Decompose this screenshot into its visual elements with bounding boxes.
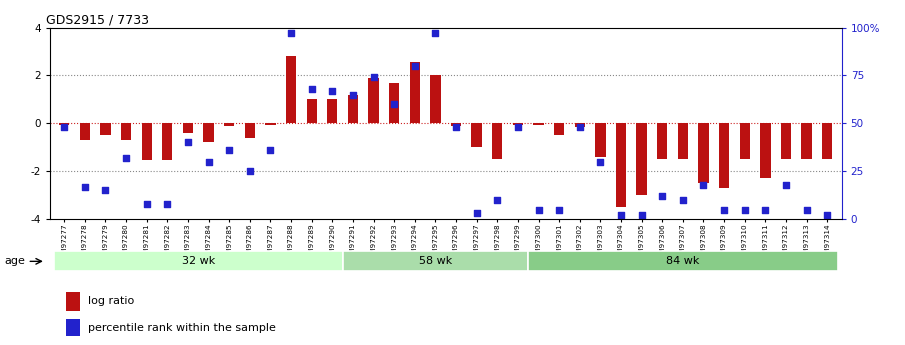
Point — [201, 159, 215, 165]
Bar — [307, 99, 317, 123]
Point — [531, 207, 546, 212]
Bar — [121, 123, 131, 140]
Bar — [204, 123, 214, 142]
Bar — [343, 251, 529, 272]
Bar — [575, 123, 585, 127]
Text: log ratio: log ratio — [88, 296, 134, 306]
Point — [449, 125, 463, 130]
Bar — [66, 319, 80, 336]
Point — [367, 75, 381, 80]
Bar — [224, 123, 234, 126]
Point — [738, 207, 752, 212]
Point — [243, 168, 257, 174]
Point — [717, 207, 731, 212]
Bar — [368, 78, 378, 123]
Bar — [802, 123, 812, 159]
Bar — [719, 123, 729, 188]
Text: 32 wk: 32 wk — [182, 256, 214, 266]
Point — [696, 182, 710, 187]
Bar — [781, 123, 791, 159]
Bar — [327, 99, 338, 123]
Point — [99, 188, 113, 193]
Bar — [472, 123, 481, 147]
Point — [655, 193, 670, 199]
Bar — [286, 56, 296, 123]
Bar — [699, 123, 709, 183]
Bar — [410, 62, 420, 123]
Point — [573, 125, 587, 130]
Point — [614, 213, 628, 218]
Bar — [162, 123, 173, 160]
Bar — [657, 123, 667, 159]
Text: 84 wk: 84 wk — [666, 256, 700, 266]
Bar — [80, 123, 90, 140]
Point — [428, 31, 443, 36]
Point — [778, 182, 793, 187]
Point — [346, 92, 360, 97]
Bar — [389, 83, 399, 123]
Text: GDS2915 / 7733: GDS2915 / 7733 — [46, 13, 148, 27]
Point — [119, 155, 133, 160]
Point — [304, 86, 319, 92]
Bar — [66, 292, 80, 311]
Bar — [100, 123, 110, 135]
Point — [676, 197, 691, 203]
Bar — [739, 123, 750, 159]
Point — [490, 197, 504, 203]
Point — [160, 201, 175, 207]
Point — [510, 125, 525, 130]
Point — [263, 147, 278, 153]
Point — [78, 184, 92, 189]
Bar — [822, 123, 833, 159]
Point — [325, 88, 339, 93]
Point — [387, 101, 402, 107]
Bar — [141, 123, 152, 160]
Point — [799, 207, 814, 212]
Bar — [492, 123, 502, 159]
Point — [593, 159, 607, 165]
Point — [181, 140, 195, 145]
Bar — [533, 123, 544, 125]
Point — [820, 213, 834, 218]
Bar — [636, 123, 647, 195]
Bar — [265, 123, 276, 125]
Point — [407, 63, 422, 69]
Text: percentile rank within the sample: percentile rank within the sample — [88, 323, 276, 333]
Text: age: age — [4, 256, 24, 266]
Bar — [760, 123, 770, 178]
Bar — [513, 123, 523, 125]
Bar — [595, 123, 605, 157]
Point — [634, 213, 649, 218]
Bar — [529, 251, 837, 272]
Text: 58 wk: 58 wk — [419, 256, 452, 266]
Point — [758, 207, 773, 212]
Point — [139, 201, 154, 207]
Point — [284, 31, 299, 36]
Bar — [59, 123, 70, 125]
Bar — [430, 76, 441, 123]
Bar — [244, 123, 255, 138]
Bar — [554, 123, 565, 135]
Bar — [451, 123, 462, 126]
Point — [552, 207, 567, 212]
Bar — [183, 123, 193, 133]
Point — [57, 125, 71, 130]
Bar — [348, 95, 358, 123]
Bar — [615, 123, 626, 207]
Point — [470, 210, 484, 216]
Point — [222, 147, 236, 153]
Bar — [678, 123, 688, 159]
Bar — [54, 251, 343, 272]
